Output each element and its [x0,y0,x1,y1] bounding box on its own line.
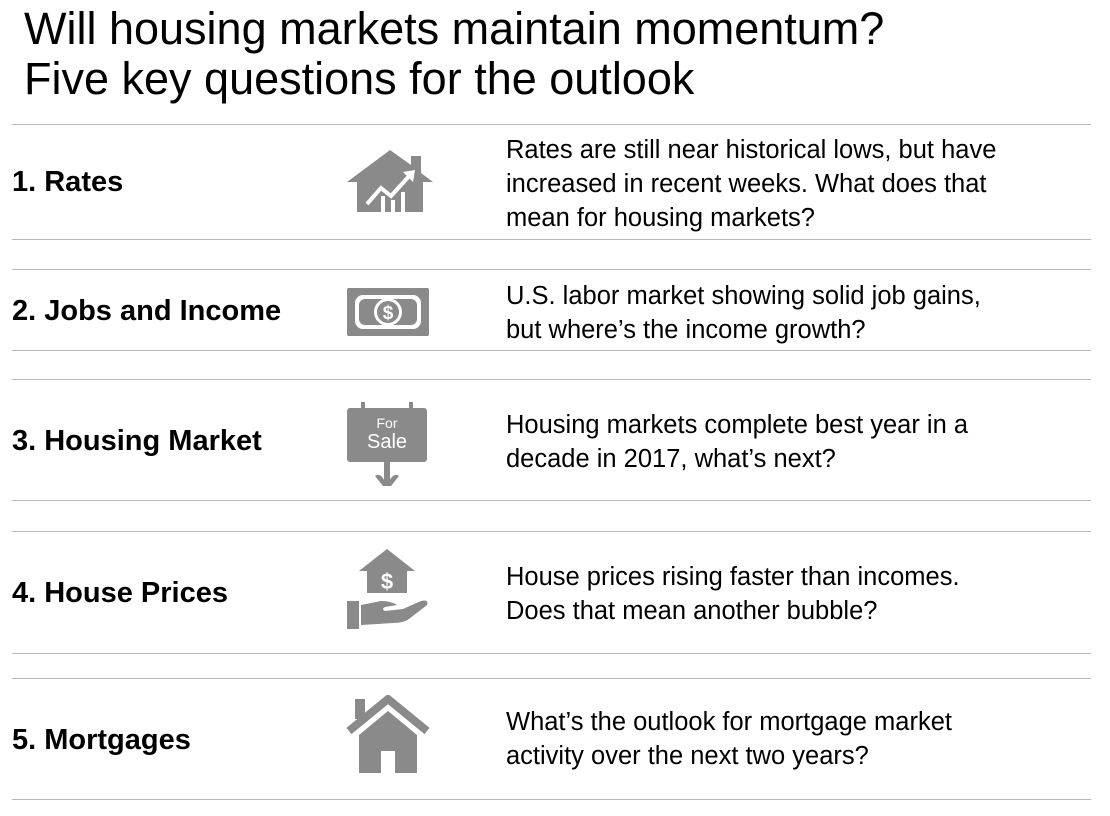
row-description: Rates are still near historical lows, bu… [506,136,997,232]
dollar-bill-icon: $ [345,286,455,338]
for-sale-sign-icon: For Sale [345,402,455,488]
divider [12,678,1091,679]
sign-text-bottom: Sale [367,431,407,453]
divider [12,269,1091,270]
divider [12,531,1091,532]
divider [12,799,1091,800]
page-title: Will housing markets maintain momentum? … [24,4,884,104]
divider [12,653,1091,654]
divider [12,350,1091,351]
house-icon [345,695,455,775]
hand-house-dollar-icon: $ [345,547,455,631]
row-description: U.S. labor market showing solid job gain… [506,282,981,344]
svg-text:$: $ [381,569,393,594]
divider [12,500,1091,501]
row-description: What’s the outlook for mortgage market a… [506,708,952,770]
divider [12,379,1091,380]
row-description: Housing markets complete best year in a … [506,411,969,473]
house-chart-icon [345,148,455,214]
row-label: 3. Housing Market [12,425,262,457]
row-label: 1. Rates [12,166,124,198]
title-line-2: Five key questions for the outlook [24,53,695,104]
title-line-1: Will housing markets maintain momentum? [24,3,885,54]
divider [12,124,1091,125]
divider [12,239,1091,240]
sign-text-top: For [377,415,398,431]
row-description: House prices rising faster than incomes.… [506,563,960,625]
row-label: 5. Mortgages [12,724,191,756]
row-label: 4. House Prices [12,577,228,609]
row-label: 2. Jobs and Income [12,295,282,327]
svg-text:$: $ [383,303,394,324]
